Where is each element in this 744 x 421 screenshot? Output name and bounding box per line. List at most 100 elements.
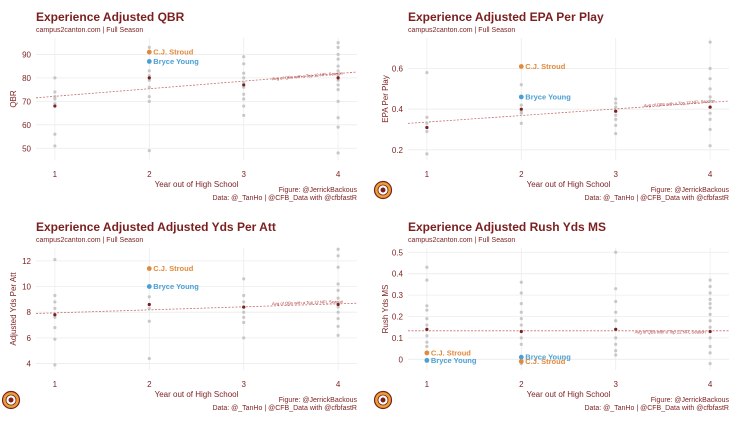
campus2canton-logo (1, 390, 21, 410)
data-point (708, 127, 712, 132)
data-point (53, 326, 57, 330)
average-point (614, 109, 618, 113)
data-point (519, 291, 523, 295)
data-point (708, 77, 712, 81)
highlight-label: C.J. Stroud (525, 62, 565, 71)
data-point (336, 288, 340, 292)
average-point (425, 125, 429, 130)
data-point (425, 152, 429, 156)
data-point (614, 310, 618, 314)
average-point (519, 107, 523, 111)
data-point (147, 319, 151, 323)
highlight-label: C.J. Stroud (153, 264, 193, 273)
y-tick-label: 0.4 (392, 270, 404, 279)
data-point (53, 95, 57, 99)
data-point (708, 336, 712, 340)
data-point (336, 88, 340, 92)
x-tick-label: 2 (519, 170, 524, 179)
data-point (147, 95, 151, 99)
data-point (53, 337, 57, 341)
highlight-point (146, 284, 152, 289)
x-tick-label: 4 (708, 380, 713, 389)
data-point (614, 117, 618, 121)
chart-title: Experience Adjusted Rush Yds MS (408, 220, 606, 234)
x-tick-label: 4 (708, 170, 713, 179)
data-point (147, 295, 151, 299)
y-tick-label: 50 (22, 144, 31, 153)
average-point (708, 105, 712, 109)
trend-line (35, 302, 358, 314)
data-point (425, 129, 429, 134)
logo-center (380, 397, 386, 403)
data-point (708, 66, 712, 71)
data-point (425, 317, 429, 321)
data-point (336, 317, 340, 321)
data-point (53, 306, 57, 310)
data-point (519, 83, 523, 87)
data-point (425, 308, 429, 312)
data-point (519, 280, 523, 284)
y-tick-label: 0.6 (392, 65, 404, 74)
data-point (242, 293, 246, 298)
caption-data: Data: @_TanHo | @CFB_Data with @cfbfastR (584, 195, 729, 202)
data-point (708, 40, 712, 44)
x-tick-label: 4 (336, 380, 341, 389)
data-point (614, 113, 618, 117)
chart-subtitle: campus2canton.com | Full Season (36, 237, 143, 244)
average-point (336, 302, 340, 307)
data-point (614, 299, 618, 304)
y-tick-label: 70 (22, 97, 31, 106)
data-point (242, 113, 246, 118)
data-point (242, 62, 246, 66)
data-point (242, 55, 246, 59)
x-axis-label: Year out of High School (527, 180, 611, 189)
trend-note: Avg of QBs with a Top 12 NFL Season (644, 98, 716, 108)
data-point (425, 334, 429, 338)
data-point (336, 296, 340, 300)
y-tick-label: 80 (22, 74, 31, 83)
data-point (147, 69, 151, 73)
data-point (614, 101, 618, 105)
data-point (53, 97, 57, 101)
data-point (242, 92, 246, 96)
data-point (519, 111, 523, 115)
data-point (336, 73, 340, 78)
data-point (708, 351, 712, 355)
caption-data: Data: @_TanHo | @CFB_Data with @cfbfastR (212, 195, 357, 202)
y-tick-label: 0.4 (392, 105, 404, 114)
chart-panel-qbr: Experience Adjusted QBR campus2canton.com… (0, 0, 372, 210)
x-tick-label: 2 (519, 380, 524, 389)
data-point (336, 247, 340, 251)
data-point (336, 333, 340, 337)
y-tick-label: 8 (27, 308, 32, 317)
epa-chart: Experience Adjusted EPA Per Play campus2c… (373, 10, 729, 202)
data-point (336, 41, 340, 45)
data-point (336, 265, 340, 269)
logo-center (380, 187, 386, 193)
highlight-point (518, 359, 524, 364)
highlight-label: Bryce Young (153, 57, 199, 66)
data-point (242, 76, 246, 80)
data-point (242, 85, 246, 89)
x-tick-label: 3 (241, 380, 246, 389)
average-point (53, 313, 57, 317)
data-point (242, 320, 246, 325)
data-point (336, 69, 340, 73)
data-point (614, 353, 618, 357)
chart-title: Experience Adjusted EPA Per Play (408, 10, 604, 24)
data-point (53, 363, 57, 367)
average-point (147, 302, 151, 307)
data-point (53, 293, 57, 298)
data-point (53, 102, 57, 106)
caption-figure: Figure: @JerrickBackous (651, 397, 730, 404)
data-point (519, 302, 523, 306)
data-point (614, 123, 618, 128)
data-point (147, 149, 151, 153)
data-point (242, 104, 246, 108)
average-point (614, 327, 618, 331)
x-tick-label: 1 (425, 170, 430, 179)
data-point (425, 323, 429, 327)
data-point (147, 85, 151, 89)
data-point (708, 95, 712, 99)
data-point (425, 121, 429, 125)
